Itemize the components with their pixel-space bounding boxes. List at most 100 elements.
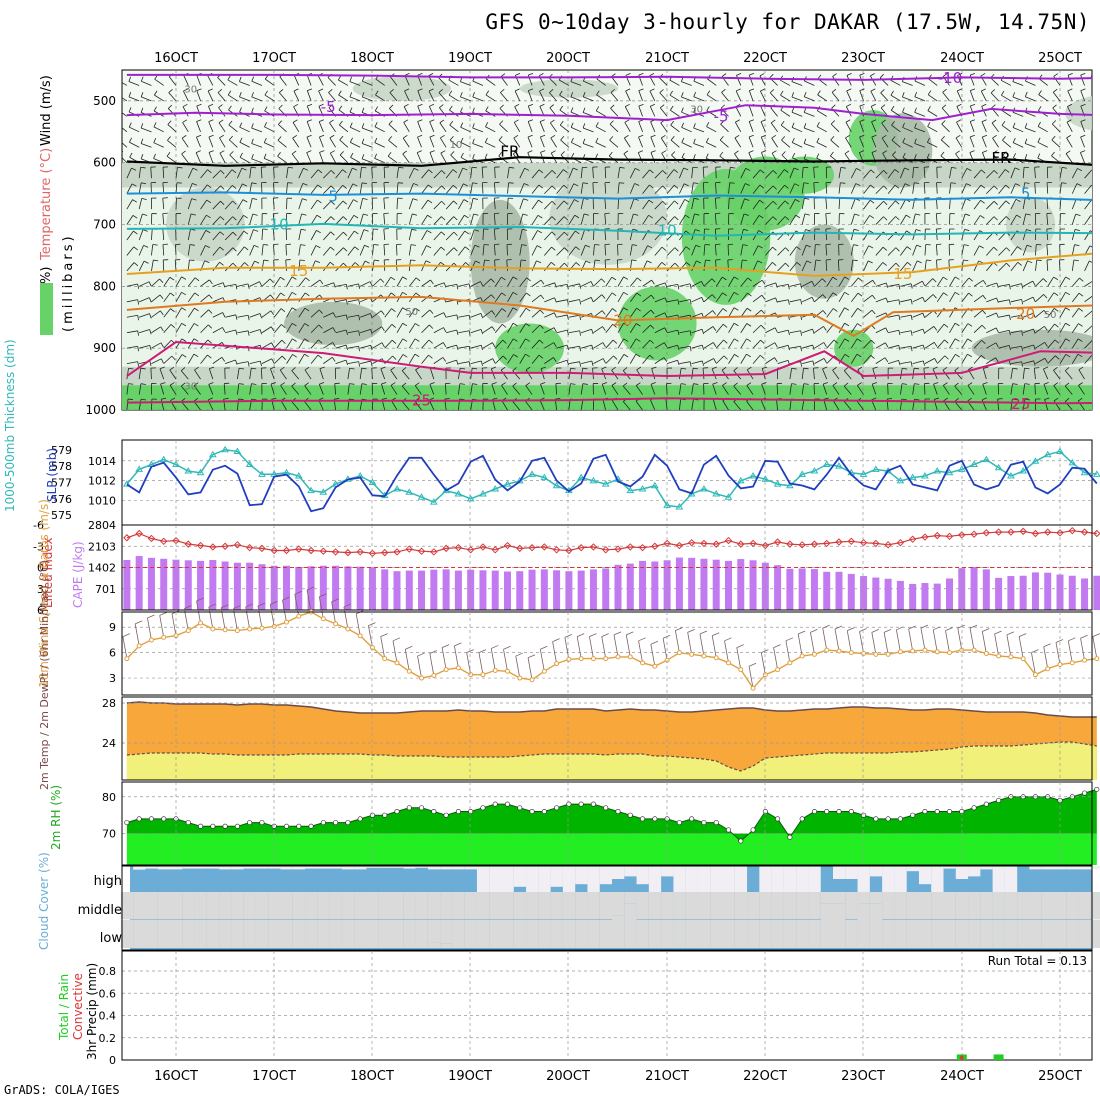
wind-barb-flag [916, 260, 922, 264]
wind-barb-flag [137, 315, 140, 321]
cloud-clear-middle [1004, 892, 1018, 920]
wind-barb-flag [823, 326, 827, 331]
wind-barb-flag [417, 88, 423, 91]
wind-barb [544, 200, 553, 210]
wind-barb [814, 244, 816, 256]
wind-barb-flag [194, 366, 199, 371]
cloud-clear-middle [587, 892, 600, 920]
wind-barb-flag [464, 246, 470, 251]
wind10m-point [996, 653, 1002, 659]
wind-barb [249, 368, 252, 380]
wind-barb-flag [1021, 283, 1024, 289]
wind-barb-flag [803, 107, 807, 113]
rh-blob [284, 301, 383, 346]
wind-barb [832, 76, 840, 86]
cape-bar [737, 559, 745, 610]
wind-barb [544, 185, 553, 194]
wind-barb-flag [883, 216, 888, 221]
wind10m-barb [969, 628, 975, 651]
wind-barb-flag [345, 329, 348, 335]
wind-barb [777, 344, 789, 349]
wind-barb-flag [415, 307, 420, 312]
wind-barb [396, 167, 399, 179]
wind-barb-flag [693, 138, 696, 144]
wind-barb-flag [772, 185, 777, 190]
wind-barb [544, 327, 555, 334]
wind-barb-flag [361, 92, 365, 98]
wind-barb-flag [872, 280, 876, 285]
wind10m-barb [699, 633, 705, 657]
wind-barb-flag [806, 260, 812, 264]
wind-barb-flag [316, 230, 321, 234]
wind-barb [789, 299, 801, 303]
wind-barb [949, 167, 952, 179]
wind-barb-flag [706, 106, 710, 111]
wind10m-barb [257, 606, 263, 629]
wind-barb-flag [713, 342, 717, 347]
wind-barb [850, 292, 859, 303]
cape-bar [172, 559, 180, 610]
wind-barb-flag [450, 151, 455, 156]
wind-barb-flag [181, 354, 187, 358]
wind-barb [482, 278, 492, 287]
wind10m-barb [748, 666, 754, 689]
thickness-point [307, 486, 315, 494]
wind-barb [323, 170, 332, 179]
wind-barb-flag [413, 183, 419, 186]
wind-barb-flag [339, 151, 344, 156]
wind-barb [433, 327, 444, 334]
wind-barb-flag [390, 366, 396, 371]
wind-barb [802, 344, 813, 349]
wind-barb-flag [410, 244, 417, 246]
wind-barb [1067, 90, 1073, 102]
wind-barb [580, 213, 585, 225]
cloud-clear-middle [1066, 892, 1079, 920]
wind-barb-flag [916, 244, 922, 248]
x-tick-top: 24OCT [940, 51, 984, 66]
wind-barb-flag [502, 323, 507, 328]
wind-barb [765, 297, 776, 303]
wind-barb-flag [292, 354, 297, 358]
wind-barb [458, 215, 465, 225]
contour-label-T15: 15 [289, 262, 308, 280]
wind-barb-flag [191, 198, 197, 201]
wind-barb-flag [342, 200, 347, 205]
wind-barb-flag [981, 169, 986, 174]
wind-barb-flag [771, 134, 777, 139]
wind-barb-flag [499, 104, 504, 109]
wind-barb [141, 80, 152, 86]
wind-barb [383, 198, 386, 210]
wind-barb-flag [743, 228, 749, 231]
wind-barb-flag [856, 353, 862, 358]
wind-barb [870, 90, 877, 102]
wind10m-point [554, 661, 560, 667]
wind10m-panel: 369 [109, 586, 1100, 696]
cloud-clear-low [133, 920, 146, 948]
wind-barb-flag [247, 283, 250, 289]
wind10m-point [541, 668, 547, 674]
wind-barb [169, 385, 177, 395]
wind-barb [1059, 259, 1061, 271]
wind-barb-flag [681, 367, 687, 370]
wind10m-barb [343, 606, 349, 630]
wind-barb [349, 96, 361, 102]
cloud-clear-high [305, 866, 318, 869]
wind-barb [760, 136, 766, 148]
wind-barb [251, 158, 263, 164]
wind-barb-flag [222, 312, 226, 318]
wind-barb [642, 309, 652, 318]
wind-barb [334, 383, 337, 395]
wind-barb [139, 297, 150, 303]
wind10m-barb [945, 630, 950, 653]
wind-barb [200, 214, 207, 225]
wind-barb [900, 214, 907, 225]
cloud-clear-low [550, 920, 563, 948]
wind-barb-flag [1038, 106, 1042, 111]
wind-barb [421, 294, 431, 303]
rh2m-point [787, 834, 793, 840]
wind10m-point [922, 647, 928, 653]
wind-barb [949, 338, 956, 349]
wind-barb [1044, 399, 1049, 410]
chart-title: GFS 0~10day 3-hourly for DAKAR (17.5W, 1… [485, 10, 1090, 34]
cloud-clear-high [1078, 866, 1091, 870]
